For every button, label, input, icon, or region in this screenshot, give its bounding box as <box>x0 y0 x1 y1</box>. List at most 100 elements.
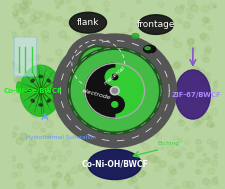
Circle shape <box>179 111 186 117</box>
Circle shape <box>112 102 118 107</box>
Circle shape <box>205 18 210 23</box>
Circle shape <box>172 93 176 97</box>
Circle shape <box>90 32 95 37</box>
Circle shape <box>137 170 145 177</box>
Circle shape <box>54 150 61 157</box>
Circle shape <box>71 51 158 131</box>
Circle shape <box>33 63 40 70</box>
Circle shape <box>179 119 183 123</box>
Circle shape <box>38 93 46 100</box>
Circle shape <box>82 0 88 5</box>
Circle shape <box>66 151 72 156</box>
Circle shape <box>85 137 92 143</box>
Circle shape <box>159 161 166 167</box>
Circle shape <box>65 36 70 40</box>
Text: ZIF-67/BWCF: ZIF-67/BWCF <box>172 91 222 98</box>
Circle shape <box>139 55 144 60</box>
Circle shape <box>157 16 165 23</box>
Text: frontage: frontage <box>137 20 175 29</box>
Circle shape <box>99 49 105 55</box>
Circle shape <box>14 75 21 82</box>
Circle shape <box>178 20 183 24</box>
Circle shape <box>181 5 185 8</box>
Circle shape <box>16 67 21 71</box>
Circle shape <box>143 17 147 21</box>
Circle shape <box>35 94 39 97</box>
Circle shape <box>168 151 173 156</box>
Circle shape <box>81 48 116 80</box>
Circle shape <box>161 101 166 105</box>
Circle shape <box>177 163 183 169</box>
Circle shape <box>94 154 98 158</box>
Circle shape <box>214 154 219 159</box>
Circle shape <box>53 34 176 147</box>
Ellipse shape <box>20 65 61 116</box>
Circle shape <box>205 158 210 163</box>
Circle shape <box>209 3 216 9</box>
Circle shape <box>143 110 146 113</box>
Circle shape <box>161 147 164 150</box>
Circle shape <box>79 42 83 45</box>
Circle shape <box>65 81 72 87</box>
Circle shape <box>213 176 221 184</box>
Circle shape <box>131 177 137 182</box>
Circle shape <box>144 92 150 98</box>
Circle shape <box>21 133 28 140</box>
Circle shape <box>97 50 103 57</box>
Circle shape <box>21 6 29 13</box>
Circle shape <box>75 91 79 95</box>
Circle shape <box>45 14 51 19</box>
Circle shape <box>91 64 95 68</box>
Circle shape <box>72 53 76 57</box>
Circle shape <box>82 165 86 169</box>
Circle shape <box>181 147 185 151</box>
Circle shape <box>210 108 218 115</box>
Circle shape <box>112 88 117 93</box>
Circle shape <box>197 118 203 123</box>
Circle shape <box>120 150 128 158</box>
Circle shape <box>104 39 108 43</box>
Circle shape <box>187 8 192 12</box>
Circle shape <box>187 39 194 46</box>
Circle shape <box>34 12 41 19</box>
Circle shape <box>139 124 143 128</box>
Circle shape <box>41 109 44 112</box>
Circle shape <box>130 177 137 183</box>
Circle shape <box>66 172 70 176</box>
Circle shape <box>200 33 206 39</box>
Circle shape <box>128 180 134 185</box>
Circle shape <box>118 107 121 110</box>
Circle shape <box>209 101 214 105</box>
Circle shape <box>167 145 173 151</box>
Circle shape <box>204 78 211 84</box>
Circle shape <box>152 57 159 63</box>
Circle shape <box>195 121 201 126</box>
Circle shape <box>17 10 20 14</box>
Circle shape <box>28 21 33 25</box>
Circle shape <box>115 87 119 90</box>
Ellipse shape <box>47 79 50 82</box>
Circle shape <box>41 19 48 26</box>
Circle shape <box>169 179 175 184</box>
Text: Co-Ni-OH/BWCF: Co-Ni-OH/BWCF <box>81 160 148 169</box>
Circle shape <box>67 117 74 123</box>
Circle shape <box>20 22 27 29</box>
Circle shape <box>189 80 192 83</box>
Circle shape <box>125 55 132 62</box>
Circle shape <box>89 65 94 70</box>
Circle shape <box>14 4 21 10</box>
Circle shape <box>169 166 176 172</box>
FancyBboxPatch shape <box>14 37 36 76</box>
Circle shape <box>120 13 125 17</box>
Circle shape <box>96 48 101 52</box>
Circle shape <box>17 163 23 168</box>
Circle shape <box>97 16 101 19</box>
Circle shape <box>105 8 109 12</box>
Circle shape <box>61 94 65 98</box>
Ellipse shape <box>17 82 22 92</box>
Circle shape <box>16 182 25 189</box>
Circle shape <box>173 38 177 41</box>
Circle shape <box>72 87 77 92</box>
Circle shape <box>65 34 131 94</box>
Circle shape <box>96 66 101 71</box>
